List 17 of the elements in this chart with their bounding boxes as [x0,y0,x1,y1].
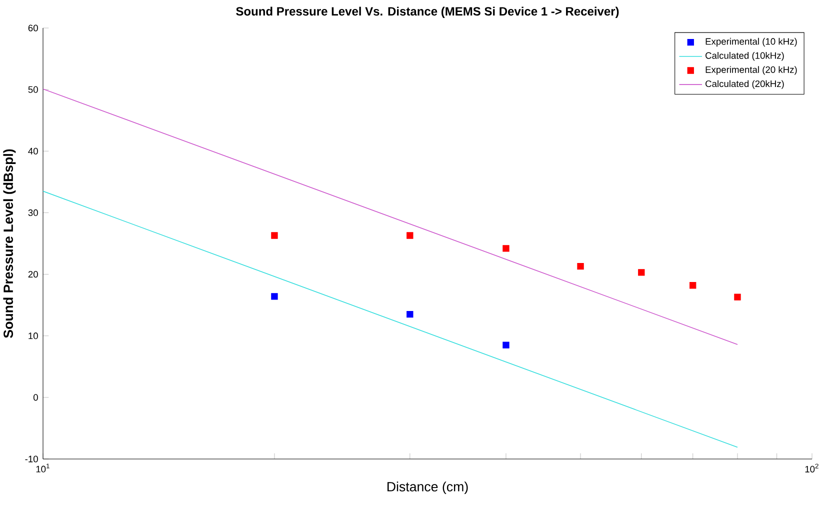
x-axis-title: Distance (cm) [387,482,468,494]
y-tick-label: 10 [28,332,38,340]
x-tick-label: 10$^{2}$ [805,464,818,472]
y-tick-label: 60 [28,24,38,32]
legend-label: Calculated (20kHz) [706,80,784,89]
x-tick-label: 10$^{1}$ [36,464,50,472]
legend-label: Calculated (10kHz) [706,52,784,61]
y-tick-label: 50 [28,86,38,93]
chart-title: Sound Pressure Level Vs. Distance (MEMS Si Device 1 -> Receiver) [236,6,619,18]
y-tick-label: 40 [28,148,38,154]
legend-label: Experimental (20 kHz) [706,66,797,75]
legend-label: Experimental (10 kHz) [706,38,797,47]
y-tick-label: 30 [28,209,38,216]
y-tick-label: -10 [25,456,38,462]
y-axis-title: Sound Pressure Level (dBspl) [3,149,16,338]
y-tick-label: 0 [33,394,38,401]
y-tick-label: 20 [28,270,38,278]
